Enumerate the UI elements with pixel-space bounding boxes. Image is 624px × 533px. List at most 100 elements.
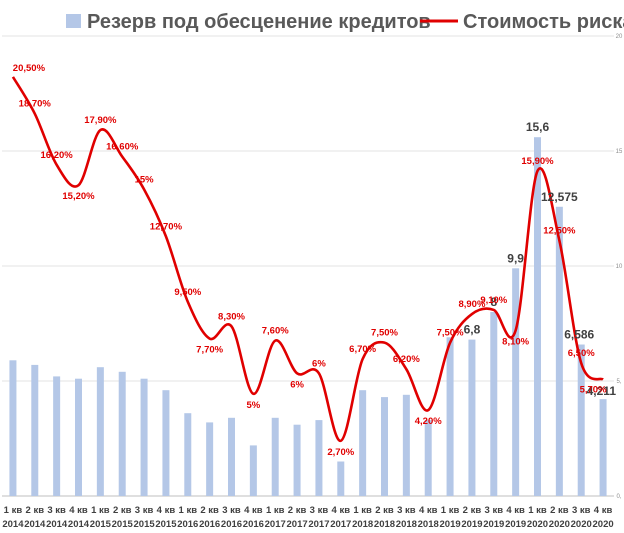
bar bbox=[140, 378, 148, 496]
x-tick-quarter: 3 кв bbox=[222, 505, 241, 516]
bar bbox=[293, 424, 301, 496]
right-axis-tick-label: 5, bbox=[616, 379, 621, 385]
x-tick-year: 2016 bbox=[243, 519, 264, 530]
bar bbox=[402, 394, 410, 496]
x-tick-year: 2019 bbox=[483, 519, 504, 530]
line-data-label: 6% bbox=[312, 358, 326, 369]
bar-series bbox=[9, 137, 607, 496]
x-tick-quarter: 1 кв bbox=[179, 505, 198, 516]
bar-data-label: 9,9 bbox=[507, 251, 524, 265]
line-data-label: 6,70% bbox=[349, 344, 376, 355]
x-tick-year: 2019 bbox=[505, 519, 526, 530]
line-data-label: 17,90% bbox=[84, 115, 117, 126]
bar-data-label: 4,211 bbox=[587, 384, 617, 398]
line-data-label: 12,70% bbox=[150, 221, 183, 232]
x-tick-year: 2015 bbox=[155, 519, 177, 530]
cost-of-risk-line bbox=[11, 76, 604, 443]
line-data-label: 7,60% bbox=[262, 326, 289, 337]
bar bbox=[446, 337, 454, 496]
bar bbox=[315, 420, 323, 496]
x-tick-quarter: 4 кв bbox=[157, 505, 176, 516]
line-data-label: 16,20% bbox=[41, 150, 74, 161]
x-tick-year: 2020 bbox=[593, 519, 614, 530]
x-tick-year: 2015 bbox=[90, 519, 112, 530]
legend-line-label: Стоимость риска bbox=[463, 11, 624, 33]
line-data-label: 4,20% bbox=[415, 416, 442, 427]
line-data-label: 6,50% bbox=[568, 348, 595, 359]
bar bbox=[534, 137, 541, 496]
bar bbox=[75, 378, 82, 496]
x-tick-quarter: 3 кв bbox=[572, 505, 591, 516]
line-data-label: 9,50% bbox=[174, 287, 201, 298]
bar bbox=[96, 367, 104, 496]
line-data-label: 8,90% bbox=[458, 299, 485, 310]
bar-data-label: 8 bbox=[490, 295, 497, 309]
x-tick-quarter: 2 кв bbox=[550, 505, 569, 516]
x-tick-year: 2015 bbox=[134, 519, 156, 530]
line-data-label: 8,30% bbox=[218, 311, 245, 322]
bar-data-label: 12,575 bbox=[541, 190, 578, 204]
x-tick-quarter: 1 кв bbox=[266, 505, 285, 516]
x-tick-year: 2016 bbox=[221, 519, 242, 530]
line-data-label: 20,50% bbox=[13, 63, 46, 74]
bar bbox=[228, 417, 235, 496]
x-tick-year: 2019 bbox=[440, 519, 461, 530]
line-data-label: 15,90% bbox=[521, 156, 554, 167]
bar bbox=[271, 417, 279, 496]
line-data-label: 15,20% bbox=[62, 191, 95, 202]
x-tick-quarter: 4 кв bbox=[69, 505, 88, 516]
bar-data-labels: 6,8 8 9,9 15,6 12,575 6,586 4,211 bbox=[464, 120, 617, 398]
x-tick-quarter: 3 кв bbox=[310, 505, 329, 516]
x-tick-quarter: 3 кв bbox=[135, 505, 154, 516]
line-data-label: 7,70% bbox=[196, 345, 223, 356]
right-axis-tick-label: 0, bbox=[616, 494, 621, 500]
line-data-label: 5,70% bbox=[580, 384, 607, 395]
right-axis-ticks: 0, 5, 10 15 20 bbox=[616, 34, 623, 500]
bar bbox=[599, 399, 607, 496]
right-axis-tick-label: 10 bbox=[616, 264, 623, 270]
x-tick-quarter: 1 кв bbox=[353, 505, 372, 516]
x-tick-year: 2020 bbox=[549, 519, 570, 530]
line-data-label: 7,50% bbox=[371, 328, 398, 339]
line-data-label: 6% bbox=[290, 379, 304, 390]
bar bbox=[249, 445, 257, 496]
x-tick-year: 2018 bbox=[396, 519, 417, 530]
bar bbox=[424, 420, 432, 496]
x-tick-quarter: 4 кв bbox=[594, 505, 613, 516]
x-tick-quarter: 2 кв bbox=[288, 505, 307, 516]
bar bbox=[359, 390, 367, 496]
x-tick-quarter: 3 кв bbox=[397, 505, 416, 516]
gridlines bbox=[2, 35, 614, 497]
x-tick-year: 2019 bbox=[461, 519, 482, 530]
line-data-label: 16,60% bbox=[106, 142, 139, 153]
x-tick-quarter: 4 кв bbox=[244, 505, 263, 516]
line-data-labels: 20,50% 18,70% 16,20% 15,20% 17,90% 16,60% 15% 1… bbox=[13, 63, 607, 458]
line-data-label: 12,50% bbox=[543, 225, 576, 236]
bar bbox=[555, 206, 563, 496]
x-tick-year: 2016 bbox=[177, 519, 198, 530]
bar bbox=[9, 360, 17, 496]
x-tick-quarter: 2 кв bbox=[26, 505, 45, 516]
bar-data-label: 6,586 bbox=[564, 328, 594, 342]
x-tick-quarter: 1 кв bbox=[91, 505, 110, 516]
bar bbox=[337, 461, 345, 496]
bar bbox=[206, 422, 214, 496]
x-tick-year: 2014 bbox=[46, 519, 68, 530]
x-tick-year: 2020 bbox=[527, 519, 548, 530]
bar bbox=[184, 413, 192, 496]
x-tick-quarter: 3 кв bbox=[47, 505, 66, 516]
x-tick-quarter: 3 кв bbox=[485, 505, 504, 516]
x-tick-year: 2014 bbox=[68, 519, 90, 530]
bar bbox=[577, 344, 585, 496]
line-data-label: 18,70% bbox=[19, 99, 52, 110]
legend: Резерв под обесценение кредитов Стоимост… bbox=[66, 11, 624, 33]
x-tick-year: 2014 bbox=[24, 519, 46, 530]
right-axis-tick-label: 15 bbox=[616, 149, 623, 155]
x-tick-quarter: 4 кв bbox=[506, 505, 525, 516]
bar bbox=[468, 339, 476, 496]
x-tick-quarter: 1 кв bbox=[441, 505, 460, 516]
legend-bar-swatch bbox=[66, 14, 81, 28]
x-tick-year: 2020 bbox=[571, 519, 592, 530]
x-tick-quarter: 2 кв bbox=[200, 505, 219, 516]
